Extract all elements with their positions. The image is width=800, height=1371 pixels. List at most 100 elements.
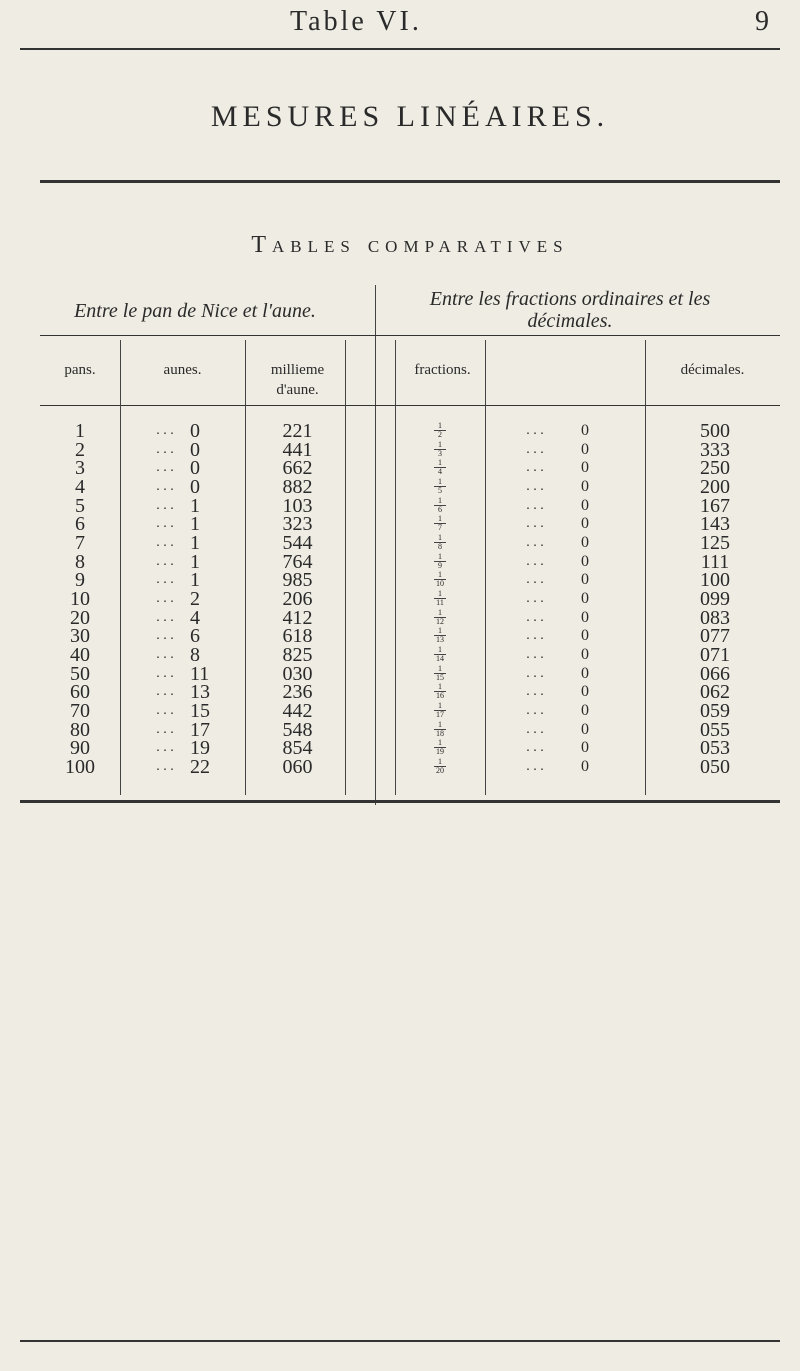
leader: . . .: [156, 497, 174, 513]
fraction: 1 12: [428, 608, 452, 626]
fraction: 1 18: [428, 720, 452, 738]
leader: . . .: [526, 497, 544, 513]
millieme: 882: [282, 476, 313, 498]
numerator: 1: [438, 645, 442, 655]
aunes: 8: [190, 644, 200, 667]
decimale: 059: [700, 700, 730, 723]
leader: . . .: [526, 535, 544, 551]
column-header: millieme d'aune.: [270, 362, 325, 398]
fraction: 1 13: [428, 627, 452, 644]
denominator: 17: [436, 710, 444, 720]
numerator: 1: [438, 682, 442, 692]
millieme: 221: [282, 420, 313, 442]
column-line: [485, 340, 486, 795]
column-header: fractions.: [414, 362, 471, 378]
aunes: 19: [190, 737, 210, 760]
zero: 0: [581, 571, 589, 589]
pans: 10: [70, 588, 90, 611]
aunes: 1: [190, 532, 200, 555]
fraction: 1 19: [428, 739, 452, 756]
denominator: 16: [436, 691, 444, 701]
leader: . . .: [526, 516, 544, 532]
aunes: 1: [190, 513, 200, 536]
leader: . . .: [526, 572, 544, 588]
rule: [40, 335, 780, 336]
aunes: 1: [190, 550, 200, 573]
millieme: 854: [282, 737, 313, 760]
page-number: 9: [755, 6, 769, 37]
fraction: 1 16: [428, 683, 452, 700]
pans: 30: [70, 625, 90, 648]
leader: . . .: [156, 703, 174, 719]
aunes: 13: [190, 681, 210, 704]
millieme: 764: [282, 550, 313, 573]
fraction-bar: [434, 523, 446, 525]
pans: 80: [70, 718, 90, 741]
pans: 70: [70, 700, 90, 723]
aunes: 0: [190, 420, 200, 442]
aunes: 15: [190, 700, 210, 723]
zero: 0: [581, 739, 589, 757]
numerator: 1: [438, 626, 442, 636]
denominator: 4: [438, 467, 442, 477]
rule: [40, 405, 780, 406]
denominator: 9: [438, 560, 442, 570]
numerator: 1: [438, 738, 442, 748]
rule: [20, 1340, 780, 1342]
leader: . . .: [156, 759, 174, 775]
decimale: 111: [700, 550, 730, 573]
leader: . . .: [526, 759, 544, 775]
numerator: 1: [438, 533, 442, 543]
leader: . . .: [526, 647, 544, 663]
pans: 8: [75, 550, 85, 573]
aunes: 11: [190, 662, 210, 685]
zero: 0: [581, 515, 589, 533]
aunes: 1: [190, 494, 200, 517]
millieme: 662: [282, 457, 313, 480]
running-title: Table VI.: [290, 6, 422, 37]
millieme: 548: [282, 718, 313, 741]
right-heading: Entre les fractions ordinaires et les dé…: [429, 288, 711, 332]
decimale: 055: [700, 718, 730, 741]
numerator: 1: [438, 570, 442, 580]
zero: 0: [581, 608, 589, 626]
fraction-bar: [434, 654, 446, 656]
decimale: 167: [700, 494, 730, 517]
fraction: 1 14: [428, 646, 452, 663]
zero: 0: [581, 459, 589, 477]
fraction-bar: [434, 430, 446, 431]
column-line: [645, 340, 646, 795]
decimale: 100: [700, 569, 730, 592]
millieme: 441: [282, 438, 313, 461]
fraction-bar: [434, 728, 446, 730]
numerator: 1: [438, 477, 442, 486]
divider: [375, 285, 376, 805]
rule: [20, 48, 780, 50]
denominator: 13: [436, 635, 444, 645]
denominator: 14: [436, 654, 444, 664]
leader: . . .: [156, 479, 174, 494]
zero: 0: [581, 552, 589, 570]
denominator: 3: [438, 448, 442, 458]
numerator: 1: [438, 663, 442, 673]
fraction: 1 10: [428, 571, 452, 588]
decimale: 083: [700, 606, 730, 629]
leader: . . .: [526, 423, 544, 438]
fraction-bar: [434, 504, 446, 506]
numerator: 1: [438, 421, 442, 430]
pans: 1: [75, 420, 85, 442]
decimale: 250: [700, 457, 730, 480]
fraction-bar: [434, 635, 446, 637]
denominator: 8: [438, 542, 442, 552]
column-line: [395, 340, 396, 795]
fraction: 1 11: [428, 590, 452, 607]
denominator: 15: [436, 672, 444, 682]
denominator: 12: [436, 616, 444, 626]
fraction-bar: [434, 766, 446, 768]
millieme: 412: [282, 606, 313, 629]
column-line: [345, 340, 346, 795]
numerator: 1: [438, 439, 442, 449]
